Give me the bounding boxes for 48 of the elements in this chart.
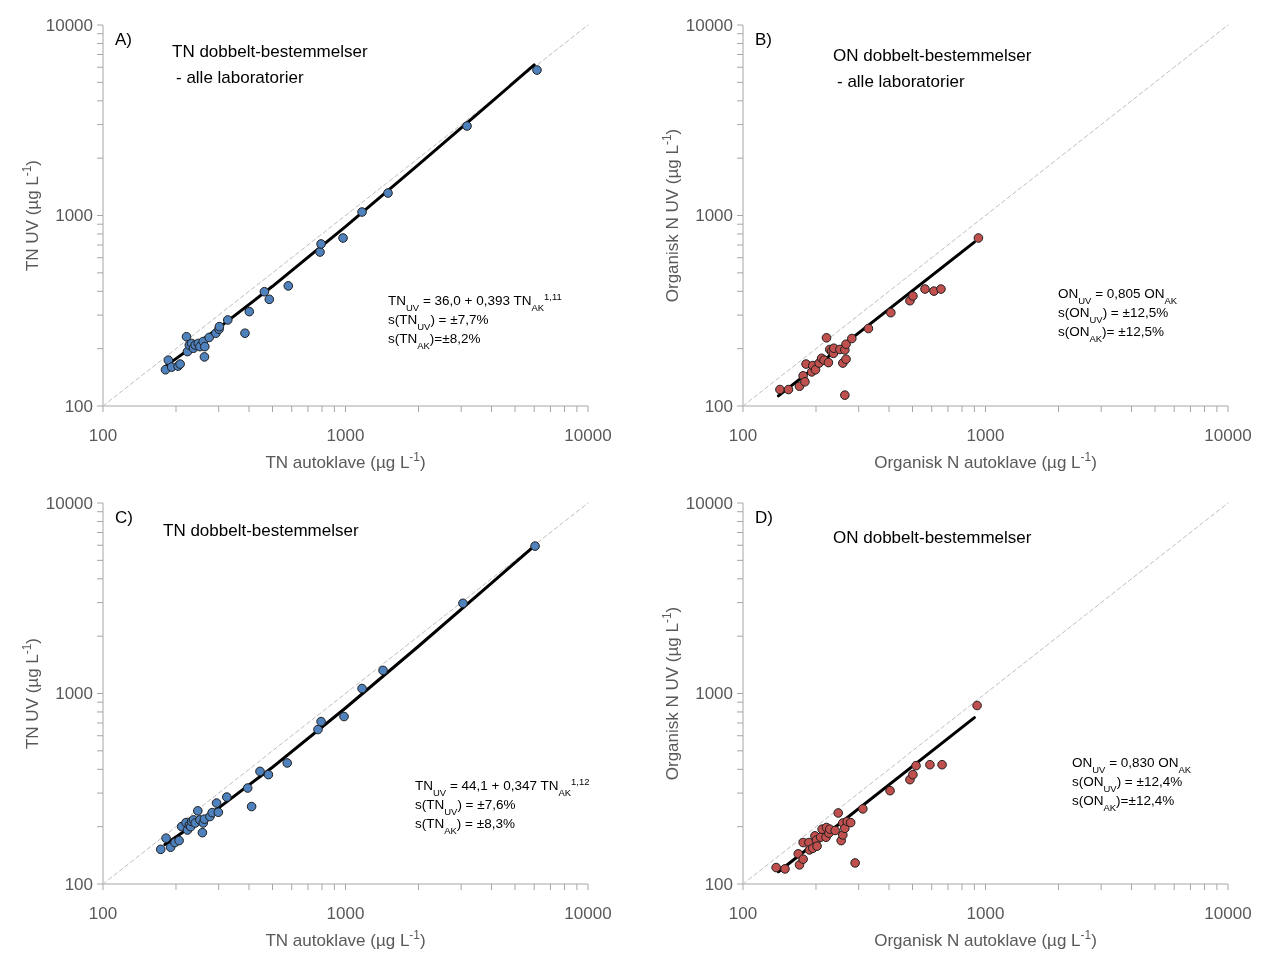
- y-tick-label: 100: [64, 874, 93, 894]
- y-tick-label: 100: [704, 396, 733, 416]
- y-tick-label: 100: [64, 396, 93, 416]
- annotation: s(TN$_{AK}$) = ±8,3%: [415, 816, 515, 836]
- y-tick-label: 10000: [685, 15, 733, 35]
- annotation: s(TN$_{UV}$) = ±7,6%: [415, 797, 516, 817]
- annotation: ON$_{UV}$ = 0,805 ON$_{AK}$: [1058, 286, 1178, 306]
- annotation: s(ON$_{UV}$) = ±12,4%: [1072, 774, 1183, 794]
- x-tick-label: 100: [728, 426, 758, 445]
- x-tick-label: 100: [88, 426, 118, 445]
- annotation: A): [115, 30, 132, 49]
- x-axis-title: Organisk N autoklave (µg L$^{-1}$): [874, 450, 1097, 472]
- annotation: B): [755, 30, 772, 49]
- y-tick-label: 100: [704, 874, 733, 894]
- x-axis-title: TN autoklave (µg L$^{-1}$): [265, 450, 426, 472]
- text: - alle laboratorier: [176, 68, 304, 87]
- x-tick-label: 10000: [564, 426, 612, 445]
- y-tick-label: 1000: [55, 206, 93, 226]
- y-tick-label: 1000: [695, 206, 733, 226]
- x-axis-title: TN autoklave (µg L$^{-1}$): [265, 928, 426, 950]
- x-tick-label: 10000: [1204, 426, 1252, 445]
- x-tick-label: 10000: [564, 904, 612, 923]
- annotation: s(ON$_{AK}$)=±12,4%: [1072, 793, 1175, 813]
- text: TN dobbelt-bestemmelser: [163, 521, 359, 540]
- x-tick-label: 1000: [966, 426, 1005, 445]
- annotation: s(TN$_{AK}$)=±8,2%: [388, 331, 481, 351]
- y-tick-label: 1000: [55, 684, 93, 704]
- x-axis-title: Organisk N autoklave (µg L$^{-1}$): [874, 928, 1097, 950]
- y-tick-label: 10000: [45, 15, 93, 35]
- annotation: D): [755, 508, 773, 527]
- x-tick-label: 10000: [1204, 904, 1252, 923]
- annotation: C): [115, 508, 133, 527]
- x-tick-label: 1000: [326, 426, 365, 445]
- text: ON dobbelt-bestemmelser: [833, 528, 1032, 547]
- text: ON dobbelt-bestemmelser: [833, 46, 1032, 65]
- y-tick-label: 10000: [45, 493, 93, 513]
- x-tick-label: 1000: [966, 904, 1005, 923]
- y-tick-label: 1000: [695, 684, 733, 704]
- x-tick-label: 100: [728, 904, 758, 923]
- text: TN dobbelt-bestemmelser: [172, 42, 368, 61]
- annotation: s(ON$_{AK}$)= ±12,5%: [1058, 324, 1164, 344]
- annotation: ON$_{UV}$ = 0,830 ON$_{AK}$: [1072, 755, 1192, 775]
- text: - alle laboratorier: [837, 72, 965, 91]
- y-tick-label: 10000: [685, 493, 733, 513]
- x-tick-label: 100: [88, 904, 118, 923]
- annotation: s(TN$_{UV}$) = ±7,7%: [388, 312, 489, 332]
- x-tick-label: 1000: [326, 904, 365, 923]
- annotation: s(ON$_{UV}$) = ±12,5%: [1058, 305, 1169, 325]
